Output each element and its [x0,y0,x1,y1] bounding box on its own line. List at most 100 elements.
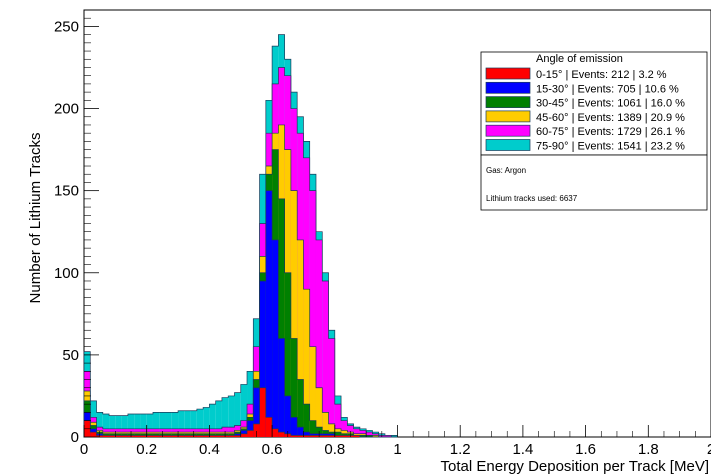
tracks-annotation: Lithium tracks used: 6637 [486,194,578,203]
bar-0-15-bin-39 [328,435,335,437]
bar-15-30-bin-27 [253,387,260,437]
legend-swatch-2 [485,96,531,108]
x-tick-label-10: 2 [707,441,711,458]
x-tick-label-7: 1.4 [512,441,533,458]
legend-label-4: 60-75° | Events: 1729 | 26.1 % [536,126,685,138]
outline-75-90 [83,34,398,437]
bar-30-45-bin-44 [359,435,367,437]
bar-75-90-bin-21 [215,400,222,437]
bar-0-15-bin-27 [253,423,260,437]
bar-0-15-bin-23 [228,435,235,437]
legend-swatch-4 [485,124,531,137]
bar-0-15-bin-38 [322,435,329,437]
x-tick-label-8: 1.6 [575,441,596,458]
bar-15-30-bin-28 [259,280,266,437]
y-tick-label-4: 200 [54,101,79,118]
bar-75-90-bin-19 [203,407,210,437]
bar-75-90-bin-11 [152,412,160,437]
x-axis-title: Total Energy Deposition per Track [MeV] [441,458,709,475]
bar-75-90-bin-20 [209,404,216,437]
bar-15-30-bin-29 [265,190,273,437]
y-tick-label-1: 50 [62,347,79,364]
bar-30-45-bin-34 [297,379,304,437]
bar-0-15-bin-9 [140,435,147,437]
legend-swatch-1 [485,81,531,94]
bar-30-45-bin-45 [366,435,373,437]
bar-0-15-bin-10 [146,435,153,437]
bar-45-60-bin-46 [372,435,379,437]
bar-30-45-bin-35 [303,404,310,437]
bar-75-90-bin-18 [196,409,204,437]
legend-label-3: 45-60° | Events: 1389 | 20.9 % [536,112,685,124]
y-tick-label-0: 0 [71,429,79,446]
legend-label-0: 0-15° | Events: 212 | 3.2 % [536,69,667,81]
y-axis-title: Number of Lithium Tracks [27,133,44,304]
bar-15-30-bin-26 [247,420,254,437]
bar-0-15-bin-15 [178,435,185,437]
info-box: Gas: Argon Lithium tracks used: 6637 [480,154,708,211]
bar-30-45-bin-33 [290,338,298,437]
bar-75-90-bin-9 [140,414,147,437]
axes: 0 0.2 0.4 0.6 0.8 1 1.2 1.4 1.6 1.8 2 0 50 100 150 200 2… [54,9,711,458]
bar-15-30-bin-30 [272,239,279,437]
bar-60-75-bin-41 [341,420,348,437]
legend-label-5: 75-90° | Events: 1541 | 23.2 % [536,141,685,153]
bar-15-30-bin-31 [278,338,285,437]
bar-75-90-bin-16 [184,410,191,437]
x-tick-label-9: 1.8 [638,441,659,458]
bar-75-90-bin-49 [391,435,398,437]
y-tick-label-3: 150 [54,183,79,200]
gas-annotation: Gas: Argon [486,166,526,175]
bar-75-90-bin-14 [171,412,179,437]
bar-75-90-bin-15 [178,410,185,437]
legend-label-2: 30-45° | Events: 1061 | 16.0 % [536,98,685,110]
bar-75-90-bin-12 [159,412,166,437]
bar-0-15-bin-30 [272,428,279,437]
bar-0-15-bin-41 [341,435,348,437]
bar-60-75-bin-36 [309,190,316,437]
bar-60-75-bin-37 [315,239,323,437]
legend-swatch-3 [485,110,531,123]
legend-swatch-5 [485,139,531,151]
bar-45-60-bin-34 [297,239,304,437]
bar-45-60-bin-36 [309,346,316,437]
bar-75-90-bin-5 [115,415,122,437]
y-tick-label-2: 100 [54,265,79,282]
bar-60-75-bin-43 [353,428,360,437]
bar-0-15-bin-3 [102,435,110,437]
x-tick-label-0: 0 [80,441,88,458]
bar-75-90-bin-7 [127,414,135,437]
bar-15-30-bin-33 [290,417,298,437]
bar-30-45-bin-40 [334,432,342,437]
bar-0-15-bin-18 [196,435,204,437]
bar-75-90-bin-4 [109,415,116,437]
legend-title: Angle of emission [536,53,623,65]
bar-0-15-bin-16 [184,435,191,437]
bar-60-75-bin-39 [328,338,335,437]
info-box-frame [480,154,708,211]
bar-0-15-bin-36 [309,435,316,437]
bar-0-15-bin-25 [240,433,248,437]
legend-items: 0-15° | Events: 212 | 3.2 % 15-30° | Even… [485,67,685,153]
bar-0-15-bin-1 [90,432,97,437]
bar-0-15-bin-34 [297,435,304,437]
bar-75-90-bin-8 [134,414,141,437]
bar-0-15-bin-43 [353,435,360,437]
bar-75-90-bin-24 [234,392,241,437]
bar-45-60-bin-33 [290,190,298,437]
bar-30-45-bin-31 [278,198,285,437]
x-tick-label-4: 0.8 [324,441,345,458]
bar-0-15-bin-29 [265,417,273,437]
bar-15-30-bin-32 [284,395,291,437]
legend: Angle of emission 0-15° | Events: 212 | … [480,51,708,156]
bar-75-90-bin-6 [121,415,128,437]
bar-75-90-bin-2 [96,412,103,437]
bar-0-15-bin-40 [334,435,342,437]
bar-0-15-bin-26 [247,430,254,437]
bar-0-15-bin-19 [203,435,210,437]
x-tick-label-5: 1 [393,441,401,458]
bar-15-30-bin-34 [297,427,304,437]
bar-0-15-bin-14 [171,435,179,437]
bar-0-15-bin-21 [215,435,222,437]
